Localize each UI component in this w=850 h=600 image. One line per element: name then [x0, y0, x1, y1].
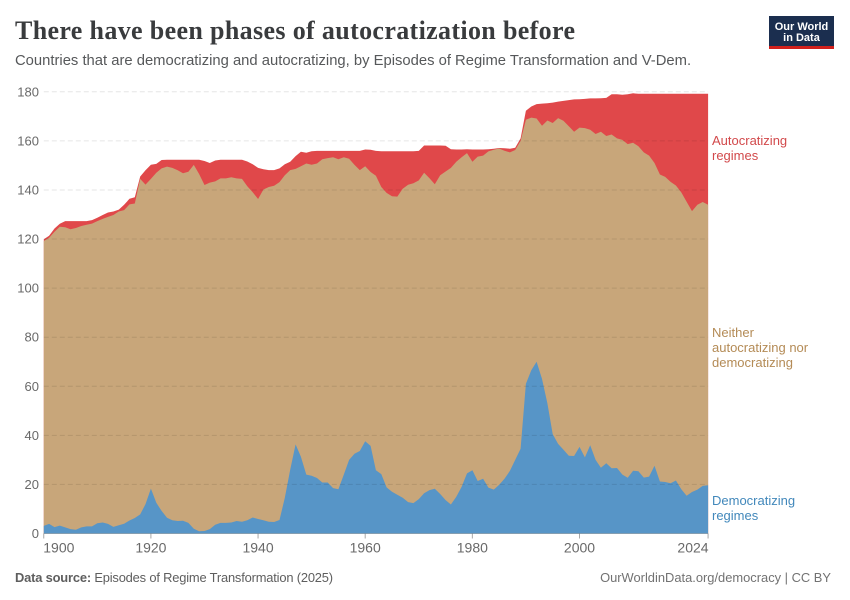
- svg-text:100: 100: [17, 281, 39, 296]
- svg-text:40: 40: [25, 428, 39, 443]
- svg-text:160: 160: [17, 133, 39, 148]
- svg-text:20: 20: [25, 477, 39, 492]
- svg-text:1960: 1960: [350, 540, 381, 556]
- svg-text:80: 80: [25, 330, 39, 345]
- svg-text:1980: 1980: [457, 540, 488, 556]
- svg-text:1940: 1940: [242, 540, 273, 556]
- svg-text:2024: 2024: [677, 540, 708, 556]
- svg-text:1900: 1900: [43, 540, 74, 556]
- svg-text:1920: 1920: [135, 540, 166, 556]
- svg-text:60: 60: [25, 379, 39, 394]
- svg-text:140: 140: [17, 183, 39, 198]
- svg-text:180: 180: [17, 84, 39, 99]
- svg-text:0: 0: [32, 526, 39, 541]
- svg-text:2000: 2000: [564, 540, 595, 556]
- svg-text:120: 120: [17, 232, 39, 247]
